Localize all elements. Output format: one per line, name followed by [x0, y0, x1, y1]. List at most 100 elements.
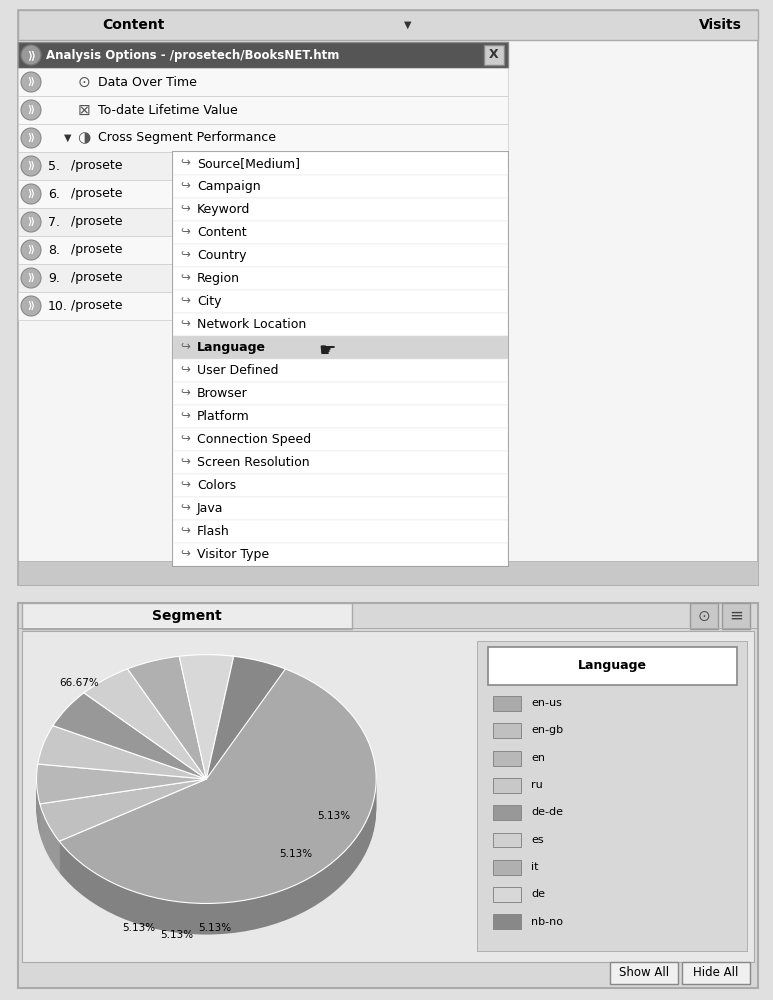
Text: 5.13%: 5.13%	[160, 930, 193, 940]
Text: Segment: Segment	[152, 609, 222, 623]
Wedge shape	[60, 674, 376, 923]
Circle shape	[21, 128, 41, 148]
Text: 5.13%: 5.13%	[122, 923, 155, 933]
Wedge shape	[84, 669, 206, 779]
Wedge shape	[40, 810, 206, 872]
Text: 5.: 5.	[48, 159, 60, 172]
Text: en-gb: en-gb	[531, 725, 564, 735]
Circle shape	[21, 156, 41, 176]
Bar	[173, 152, 508, 175]
Text: /prosete: /prosete	[71, 188, 122, 200]
Text: ↪: ↪	[180, 410, 190, 423]
Text: User Defined: User Defined	[197, 364, 278, 377]
Bar	[173, 451, 508, 474]
Bar	[493, 751, 520, 766]
Text: ⊙: ⊙	[697, 608, 710, 624]
Bar	[18, 152, 173, 180]
Text: Analysis Options - /prosetech/BooksNET.htm: Analysis Options - /prosetech/BooksNET.h…	[46, 48, 339, 62]
Text: Java: Java	[197, 502, 223, 515]
Text: Connection Speed: Connection Speed	[197, 433, 311, 446]
Bar	[493, 914, 520, 929]
Bar	[173, 244, 508, 267]
Text: ▼: ▼	[64, 133, 72, 143]
Wedge shape	[60, 680, 376, 929]
Ellipse shape	[36, 735, 376, 847]
Wedge shape	[40, 791, 206, 853]
Text: Country: Country	[197, 249, 247, 262]
Ellipse shape	[36, 754, 376, 866]
Bar	[173, 543, 508, 566]
Text: Data Over Time: Data Over Time	[98, 76, 197, 89]
Text: ⟫: ⟫	[28, 301, 35, 311]
Bar	[18, 10, 758, 40]
Wedge shape	[60, 662, 376, 911]
Text: ↪: ↪	[180, 364, 190, 377]
Circle shape	[21, 45, 41, 65]
Bar	[173, 520, 508, 543]
Bar	[18, 628, 758, 629]
Bar	[493, 778, 520, 793]
Ellipse shape	[36, 746, 376, 858]
Text: Language: Language	[197, 341, 266, 354]
Bar	[493, 833, 520, 847]
Ellipse shape	[36, 739, 376, 851]
Wedge shape	[36, 795, 206, 835]
Text: /prosete: /prosete	[71, 271, 122, 284]
Text: 7.: 7.	[48, 216, 60, 229]
Bar	[610, 962, 678, 984]
Circle shape	[21, 212, 41, 232]
Bar	[173, 290, 508, 313]
Text: nb-no: nb-no	[531, 917, 564, 927]
Text: ⟫: ⟫	[27, 50, 35, 60]
Wedge shape	[36, 778, 206, 818]
Text: Source[Medium]: Source[Medium]	[197, 157, 300, 170]
Text: es: es	[531, 835, 544, 845]
Wedge shape	[60, 672, 376, 921]
Bar	[173, 267, 508, 290]
Bar	[484, 45, 504, 65]
Text: ⊠: ⊠	[77, 103, 90, 117]
Text: Platform: Platform	[197, 410, 250, 423]
Bar	[173, 382, 508, 405]
Text: Visitor Type: Visitor Type	[197, 548, 269, 561]
Circle shape	[21, 100, 41, 120]
Wedge shape	[38, 726, 206, 779]
Text: ⟫: ⟫	[28, 77, 35, 87]
Text: X: X	[489, 48, 499, 62]
Text: ⟫: ⟫	[28, 105, 35, 115]
Bar	[173, 405, 508, 428]
Wedge shape	[36, 770, 206, 810]
Text: it: it	[531, 862, 539, 872]
Text: ⟫: ⟫	[28, 189, 35, 199]
Text: ⟫: ⟫	[28, 161, 35, 171]
Ellipse shape	[36, 743, 376, 854]
Wedge shape	[36, 783, 206, 823]
Text: ↪: ↪	[180, 456, 190, 469]
Text: ↪: ↪	[180, 272, 190, 285]
Text: ↪: ↪	[180, 525, 190, 538]
Wedge shape	[36, 782, 206, 821]
Wedge shape	[40, 787, 206, 849]
Text: ↪: ↪	[180, 479, 190, 492]
Bar	[18, 180, 173, 208]
Text: ⟫: ⟫	[28, 245, 35, 255]
Bar	[18, 42, 508, 68]
Wedge shape	[60, 657, 376, 905]
Wedge shape	[60, 668, 376, 917]
Bar	[493, 887, 520, 902]
Bar	[18, 236, 173, 264]
Text: ↪: ↪	[180, 157, 190, 170]
Text: ◑: ◑	[77, 130, 90, 145]
Text: /prosete: /prosete	[71, 243, 122, 256]
Text: ⟫: ⟫	[28, 217, 35, 227]
Ellipse shape	[36, 731, 376, 843]
Text: ↪: ↪	[180, 318, 190, 331]
Text: Content: Content	[102, 18, 164, 32]
Wedge shape	[128, 656, 206, 779]
Bar	[18, 561, 758, 585]
Wedge shape	[60, 664, 376, 913]
Wedge shape	[40, 795, 206, 857]
Text: ↪: ↪	[180, 226, 190, 239]
Wedge shape	[40, 808, 206, 870]
Bar	[488, 647, 737, 685]
